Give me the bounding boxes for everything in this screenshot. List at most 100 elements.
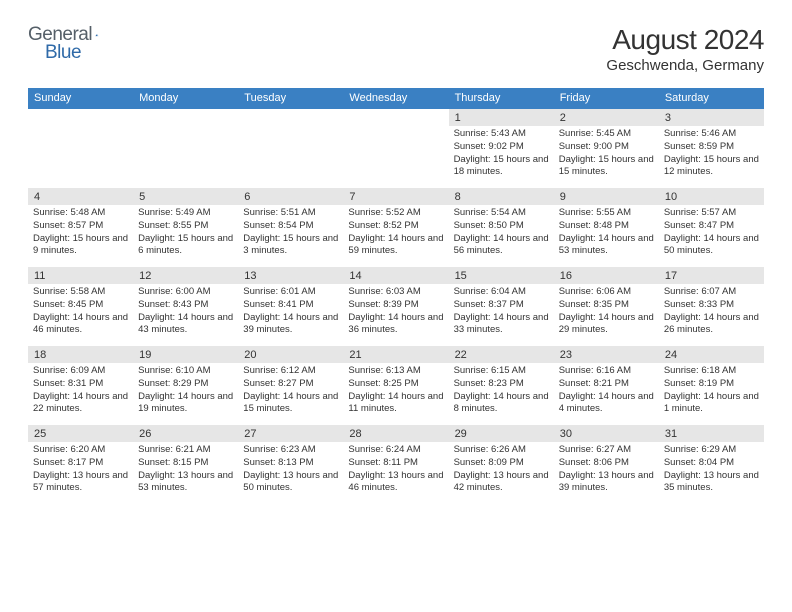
day-detail-cell: Sunrise: 6:21 AMSunset: 8:15 PMDaylight:… (133, 442, 238, 504)
day-detail-cell: Sunrise: 6:18 AMSunset: 8:19 PMDaylight:… (659, 363, 764, 425)
day-detail-cell: Sunrise: 6:16 AMSunset: 8:21 PMDaylight:… (554, 363, 659, 425)
calendar-table: SundayMondayTuesdayWednesdayThursdayFrid… (28, 88, 764, 504)
day-detail-cell: Sunrise: 6:20 AMSunset: 8:17 PMDaylight:… (28, 442, 133, 504)
logo-triangle-icon (95, 27, 99, 43)
daylight-text: Daylight: 15 hours and 12 minutes. (664, 154, 759, 180)
day-detail-cell: Sunrise: 5:46 AMSunset: 8:59 PMDaylight:… (659, 126, 764, 188)
day-number: 27 (238, 425, 343, 442)
daylight-text: Daylight: 14 hours and 46 minutes. (33, 312, 128, 338)
daylight-text: Daylight: 14 hours and 53 minutes. (559, 233, 654, 259)
sunset-text: Sunset: 8:33 PM (664, 299, 759, 312)
day-detail-cell: Sunrise: 6:04 AMSunset: 8:37 PMDaylight:… (449, 284, 554, 346)
day-number: 15 (449, 267, 554, 284)
sunrise-text: Sunrise: 6:06 AM (559, 286, 654, 299)
day-number-cell: 13 (238, 267, 343, 284)
day-number: 5 (133, 188, 238, 205)
daylight-text: Daylight: 15 hours and 18 minutes. (454, 154, 549, 180)
day-number-cell: 22 (449, 346, 554, 363)
day-number: 1 (449, 109, 554, 126)
day-number-cell: 7 (343, 188, 448, 205)
day-detail-cell: Sunrise: 6:29 AMSunset: 8:04 PMDaylight:… (659, 442, 764, 504)
day-number: 12 (133, 267, 238, 284)
day-detail-cell: Sunrise: 5:51 AMSunset: 8:54 PMDaylight:… (238, 205, 343, 267)
day-detail-cell (133, 126, 238, 188)
sunrise-text: Sunrise: 6:26 AM (454, 444, 549, 457)
sunrise-text: Sunrise: 6:20 AM (33, 444, 128, 457)
day-number-cell: 9 (554, 188, 659, 205)
day-number-cell (238, 109, 343, 127)
daylight-text: Daylight: 14 hours and 29 minutes. (559, 312, 654, 338)
daylight-text: Daylight: 15 hours and 15 minutes. (559, 154, 654, 180)
sunrise-text: Sunrise: 5:51 AM (243, 207, 338, 220)
sunrise-text: Sunrise: 6:13 AM (348, 365, 443, 378)
day-detail-cell: Sunrise: 5:48 AMSunset: 8:57 PMDaylight:… (28, 205, 133, 267)
daylight-text: Daylight: 14 hours and 15 minutes. (243, 391, 338, 417)
location: Geschwenda, Germany (606, 57, 764, 74)
weekday-header: Thursday (449, 88, 554, 109)
sunrise-text: Sunrise: 6:16 AM (559, 365, 654, 378)
day-number-cell: 20 (238, 346, 343, 363)
weekday-header: Wednesday (343, 88, 448, 109)
day-detail-cell: Sunrise: 6:15 AMSunset: 8:23 PMDaylight:… (449, 363, 554, 425)
daylight-text: Daylight: 14 hours and 11 minutes. (348, 391, 443, 417)
daylight-text: Daylight: 14 hours and 39 minutes. (243, 312, 338, 338)
day-detail-cell: Sunrise: 5:43 AMSunset: 9:02 PMDaylight:… (449, 126, 554, 188)
day-number: 28 (343, 425, 448, 442)
day-number: 21 (343, 346, 448, 363)
day-detail-cell (28, 126, 133, 188)
day-number-cell: 10 (659, 188, 764, 205)
day-detail-cell: Sunrise: 6:12 AMSunset: 8:27 PMDaylight:… (238, 363, 343, 425)
sunrise-text: Sunrise: 5:43 AM (454, 128, 549, 141)
weekday-header: Tuesday (238, 88, 343, 109)
sunrise-text: Sunrise: 6:03 AM (348, 286, 443, 299)
day-number-cell: 5 (133, 188, 238, 205)
sunset-text: Sunset: 8:09 PM (454, 457, 549, 470)
sunset-text: Sunset: 8:37 PM (454, 299, 549, 312)
day-number: 17 (659, 267, 764, 284)
sunrise-text: Sunrise: 6:27 AM (559, 444, 654, 457)
day-detail-cell: Sunrise: 6:06 AMSunset: 8:35 PMDaylight:… (554, 284, 659, 346)
day-number-cell: 28 (343, 425, 448, 442)
daylight-text: Daylight: 15 hours and 6 minutes. (138, 233, 233, 259)
day-detail-cell: Sunrise: 5:55 AMSunset: 8:48 PMDaylight:… (554, 205, 659, 267)
day-number-cell: 21 (343, 346, 448, 363)
sunset-text: Sunset: 8:25 PM (348, 378, 443, 391)
weekday-header: Friday (554, 88, 659, 109)
sunrise-text: Sunrise: 6:18 AM (664, 365, 759, 378)
sunrise-text: Sunrise: 6:21 AM (138, 444, 233, 457)
sunset-text: Sunset: 8:43 PM (138, 299, 233, 312)
sunrise-text: Sunrise: 6:12 AM (243, 365, 338, 378)
day-detail-cell: Sunrise: 5:52 AMSunset: 8:52 PMDaylight:… (343, 205, 448, 267)
daylight-text: Daylight: 14 hours and 22 minutes. (33, 391, 128, 417)
sunset-text: Sunset: 8:13 PM (243, 457, 338, 470)
day-detail-cell: Sunrise: 6:01 AMSunset: 8:41 PMDaylight:… (238, 284, 343, 346)
day-number-cell: 27 (238, 425, 343, 442)
day-number: 18 (28, 346, 133, 363)
day-detail-cell: Sunrise: 6:10 AMSunset: 8:29 PMDaylight:… (133, 363, 238, 425)
sunrise-text: Sunrise: 6:15 AM (454, 365, 549, 378)
day-number: 8 (449, 188, 554, 205)
sunset-text: Sunset: 8:39 PM (348, 299, 443, 312)
day-detail-cell: Sunrise: 6:00 AMSunset: 8:43 PMDaylight:… (133, 284, 238, 346)
day-number: 10 (659, 188, 764, 205)
day-number: 19 (133, 346, 238, 363)
sunset-text: Sunset: 8:41 PM (243, 299, 338, 312)
sunset-text: Sunset: 8:52 PM (348, 220, 443, 233)
day-detail-cell: Sunrise: 5:58 AMSunset: 8:45 PMDaylight:… (28, 284, 133, 346)
sunrise-text: Sunrise: 5:45 AM (559, 128, 654, 141)
day-number-cell: 26 (133, 425, 238, 442)
day-number: 4 (28, 188, 133, 205)
day-number: 11 (28, 267, 133, 284)
day-number: 26 (133, 425, 238, 442)
sunset-text: Sunset: 8:59 PM (664, 141, 759, 154)
sunset-text: Sunset: 8:04 PM (664, 457, 759, 470)
sunrise-text: Sunrise: 6:07 AM (664, 286, 759, 299)
sunset-text: Sunset: 8:54 PM (243, 220, 338, 233)
sunset-text: Sunset: 8:57 PM (33, 220, 128, 233)
day-detail-cell: Sunrise: 6:23 AMSunset: 8:13 PMDaylight:… (238, 442, 343, 504)
weekday-header: Monday (133, 88, 238, 109)
daylight-text: Daylight: 13 hours and 35 minutes. (664, 470, 759, 496)
daylight-text: Daylight: 14 hours and 19 minutes. (138, 391, 233, 417)
daylight-text: Daylight: 14 hours and 4 minutes. (559, 391, 654, 417)
day-number-cell (133, 109, 238, 127)
